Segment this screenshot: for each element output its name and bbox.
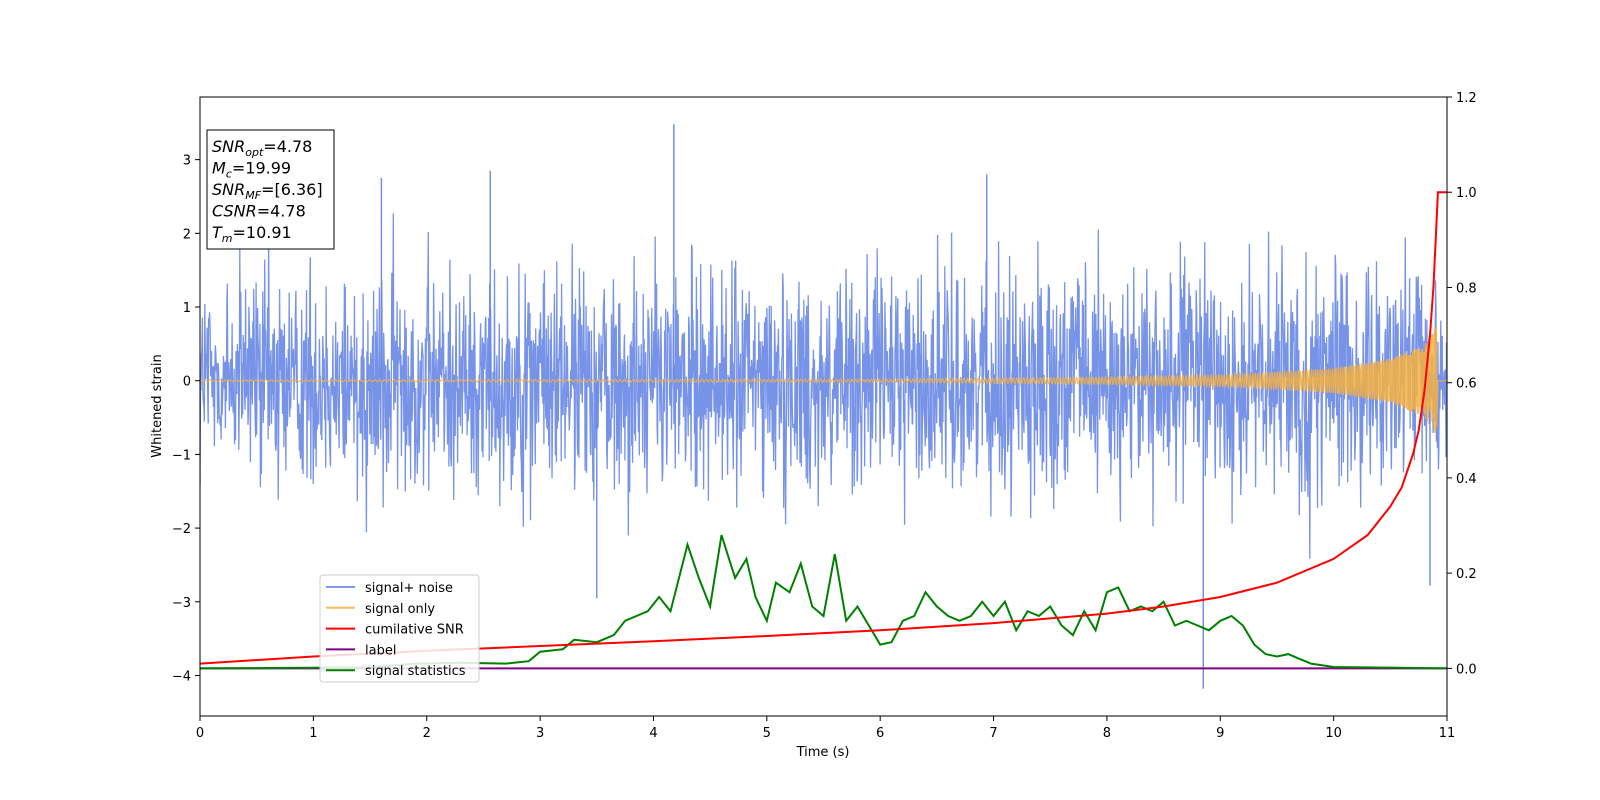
- y2-tick-label: 0.4: [1456, 472, 1477, 487]
- x-axis-label: Time (s): [796, 745, 850, 760]
- annotation-symbol: CSNR: [212, 202, 257, 221]
- legend-label: signal statistics: [365, 664, 466, 679]
- y-axis-label: Whitened strain: [150, 354, 165, 457]
- annotation-value: =19.99: [232, 159, 291, 178]
- x-tick-label: 8: [1103, 726, 1111, 741]
- signal-only-series: [200, 326, 1447, 434]
- y-tick-label: 1: [183, 301, 191, 316]
- signal-noise-series: [200, 124, 1447, 689]
- annotation-value: =10.91: [233, 223, 292, 242]
- y2-tick-label: 0.0: [1456, 662, 1477, 677]
- y2-tick-label: 0.8: [1456, 281, 1477, 296]
- y2-tick-label: 1.2: [1456, 91, 1477, 106]
- y2-tick-label: 1.0: [1456, 186, 1477, 201]
- y-tick-label: 3: [183, 154, 191, 169]
- annotation-value: =4.78: [257, 202, 306, 221]
- signal-noise-line: [200, 213, 1447, 559]
- x-tick-label: 2: [423, 726, 431, 741]
- annotation-line: SNRMF=[6.36]: [212, 180, 323, 202]
- legend-label: cumilative SNR: [365, 623, 464, 638]
- x-tick-label: 5: [763, 726, 771, 741]
- stats-annotation-box: SNRopt=4.78Mc=19.99SNRMF=[6.36]CSNR=4.78…: [206, 129, 335, 250]
- annotation-subscript: MF: [245, 189, 261, 202]
- y-axis-right: 1.2 1.0 0.8 0.6 0.4 0.2 0.0: [1447, 91, 1477, 677]
- annotation-line: Mc=19.99: [212, 159, 291, 181]
- legend-label: signal only: [365, 602, 435, 617]
- x-tick-label: 7: [989, 726, 997, 741]
- x-tick-label: 10: [1325, 726, 1342, 741]
- annotation-symbol: T: [212, 223, 223, 242]
- annotation-subscript: c: [226, 168, 232, 181]
- annotation-symbol: SNR: [212, 180, 245, 199]
- annotation-frame: [206, 129, 335, 250]
- annotation-symbol: SNR: [212, 137, 245, 156]
- y2-tick-label: 0.6: [1456, 377, 1477, 392]
- x-tick-label: 4: [649, 726, 657, 741]
- annotation-line: Tm=10.91: [212, 223, 292, 245]
- y-axis-left: 3 2 1 0 −1 −2 −3 −4: [172, 154, 200, 684]
- annotation-symbol: M: [212, 159, 226, 178]
- y2-tick-label: 0.2: [1456, 567, 1477, 582]
- annotation-line: CSNR=4.78: [212, 202, 306, 221]
- annotation-subscript: m: [222, 232, 233, 245]
- x-tick-label: 1: [309, 726, 317, 741]
- legend-label: label: [365, 643, 396, 658]
- annotation-value: =[6.36]: [261, 180, 323, 199]
- annotation-value: =4.78: [263, 137, 312, 156]
- x-tick-label: 11: [1439, 726, 1456, 741]
- annotation-line: SNRopt=4.78: [212, 137, 312, 159]
- legend: signal+ noise signal only cumilative SNR la…: [319, 574, 480, 683]
- y-tick-label: −3: [172, 596, 191, 611]
- y-tick-label: 2: [183, 227, 191, 242]
- x-tick-label: 3: [536, 726, 544, 741]
- legend-frame: [319, 574, 480, 683]
- plot-frame: [199, 96, 1448, 717]
- x-tick-label: 0: [196, 726, 204, 741]
- cumilative-snr-line: [200, 191, 1447, 665]
- x-tick-label: 9: [1216, 726, 1224, 741]
- signal-only-line: [200, 326, 1447, 434]
- x-axis: 0 1 2 3 4 5 6 7 8 9 10 11: [196, 716, 1455, 741]
- x-tick-label: 6: [876, 726, 884, 741]
- y-tick-label: −4: [172, 669, 191, 684]
- y-tick-label: 0: [183, 375, 191, 390]
- legend-label: signal+ noise: [365, 581, 453, 596]
- y-tick-label: −1: [172, 448, 191, 463]
- signal-statistics-line: [200, 534, 1447, 670]
- y-tick-label: −2: [172, 522, 191, 537]
- annotation-subscript: opt: [245, 146, 264, 159]
